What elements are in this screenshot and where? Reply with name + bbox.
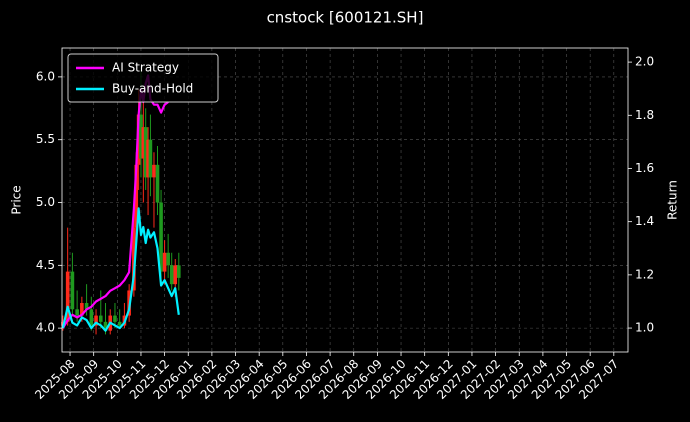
y2-tick-label: 1.6	[635, 161, 654, 175]
candle-body	[162, 252, 167, 272]
y2-tick-label: 2.0	[635, 55, 654, 69]
candle-body	[75, 309, 79, 316]
candle-body	[169, 265, 174, 285]
candle-body	[146, 139, 150, 178]
candle-body	[139, 114, 143, 159]
y2-tick-label: 1.0	[635, 321, 654, 335]
y-axis-label: Price	[10, 185, 24, 214]
candle-body	[89, 309, 94, 326]
candle-body	[94, 315, 98, 326]
plot-frame	[61, 47, 629, 353]
candle-body	[98, 315, 103, 322]
candle-body	[141, 127, 146, 159]
y-tick-label: 4.5	[36, 258, 55, 272]
candle-body	[173, 265, 178, 285]
series-line	[61, 207, 180, 332]
candle-body	[148, 139, 153, 178]
y2-tick-label: 1.2	[635, 267, 654, 281]
candle-body	[113, 315, 117, 322]
candle-body	[70, 271, 75, 310]
series-line	[61, 74, 169, 329]
candle-body	[136, 114, 141, 165]
candle-body	[155, 164, 160, 203]
candle-body	[143, 127, 148, 178]
candle-body	[103, 321, 108, 331]
candle-body	[176, 265, 181, 278]
candle-body	[80, 303, 84, 316]
candle-body	[159, 202, 163, 272]
y2-tick-label: 1.8	[635, 108, 654, 122]
y-tick-label: 5.5	[36, 132, 55, 146]
legend-label: Buy-and-Hold	[112, 82, 193, 96]
y2-axis-label: Return	[666, 180, 680, 220]
candle-body	[166, 252, 170, 266]
y-tick-label: 4.0	[36, 321, 55, 335]
legend-box	[67, 53, 219, 103]
chart-title: cnstock [600121.SH]	[267, 9, 424, 27]
y-tick-label: 5.0	[36, 195, 55, 209]
y2-tick-label: 1.4	[635, 214, 654, 228]
legend-label: AI Strategy	[112, 61, 179, 75]
candle-body	[132, 227, 136, 291]
candle-body	[65, 271, 70, 322]
y-tick-label: 6.0	[36, 69, 55, 83]
candle-body	[84, 303, 89, 310]
legend: AI Strategy Buy-and-Hold	[67, 53, 219, 103]
candle-body	[152, 164, 156, 178]
candle-body	[134, 164, 139, 228]
candle-body	[117, 321, 122, 326]
